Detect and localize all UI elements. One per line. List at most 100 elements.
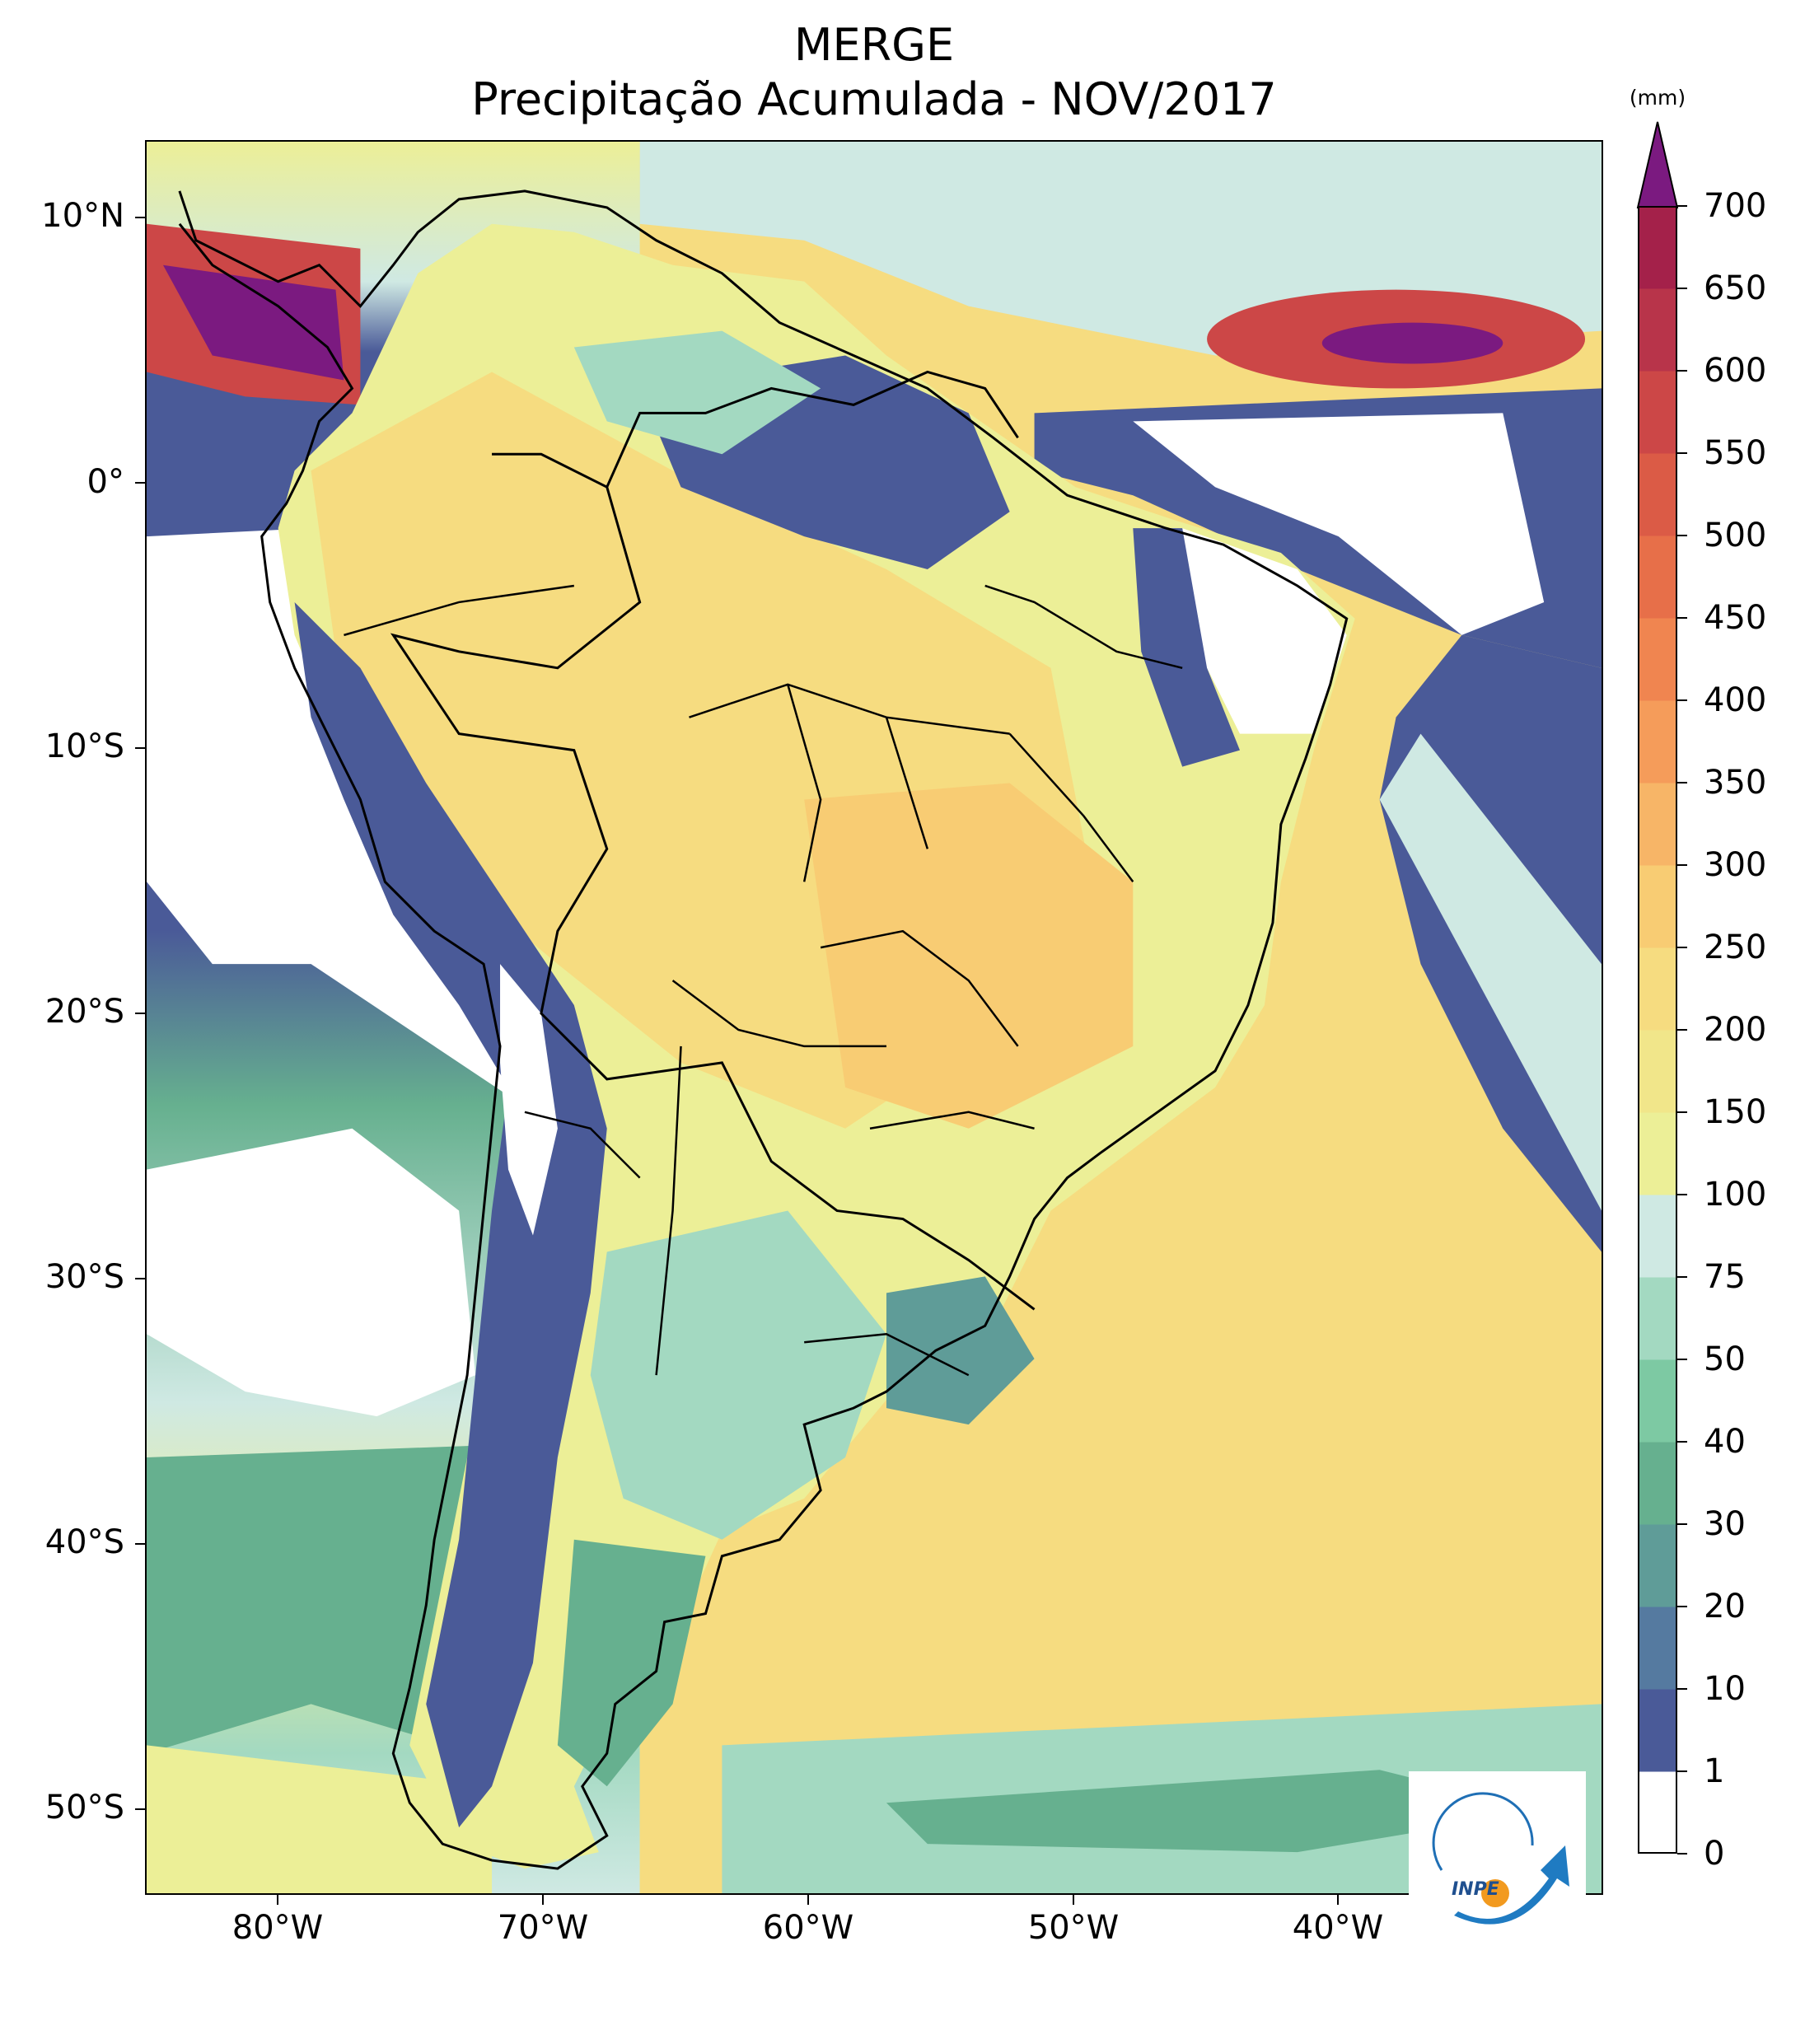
- lat-tick-label: 0°: [87, 463, 124, 501]
- colorbar-segment: [1638, 1607, 1677, 1690]
- colorbar-segment: [1638, 206, 1677, 289]
- central-brazil-wet: [804, 783, 1134, 1129]
- colorbar-segment: [1638, 1689, 1677, 1772]
- colorbar-segment: [1638, 371, 1677, 454]
- lat-tickmark: [135, 747, 145, 749]
- atacama-dry: [500, 964, 558, 1236]
- colorbar-segment: [1638, 947, 1677, 1031]
- colorbar-segment: [1638, 1112, 1677, 1195]
- colorbar-segment: [1638, 288, 1677, 372]
- colorbar-tick-label: 75: [1704, 1258, 1746, 1296]
- colombia-rain-core: [162, 264, 344, 381]
- colorbar-tick-label: 150: [1704, 1093, 1767, 1131]
- lat-tickmark: [135, 1013, 145, 1014]
- colorbar-tickmark: [1677, 288, 1687, 289]
- colorbar-tickmark: [1677, 864, 1687, 866]
- lat-tick-label: 30°S: [44, 1258, 124, 1296]
- colorbar-unit: (mm): [1629, 86, 1686, 110]
- andes-dry-band: [294, 601, 607, 1828]
- colorbar-tickmark: [1677, 699, 1687, 701]
- colorbar-tickmark: [1677, 1523, 1687, 1525]
- map-canvas: [147, 142, 1602, 1893]
- colorbar-tick-label: 250: [1704, 928, 1767, 966]
- colorbar-tick-label: 500: [1704, 517, 1767, 554]
- lat-tick-label: 50°S: [44, 1789, 124, 1827]
- colorbar-tick-label: 20: [1704, 1588, 1746, 1625]
- lon-tick-label: 80°W: [231, 1909, 324, 1947]
- uruguay-region: [886, 1276, 1035, 1425]
- inpe-logo: INPE: [1409, 1771, 1586, 1944]
- colorbar-segment: [1638, 1524, 1677, 1607]
- colorbar-tick-label: 550: [1704, 434, 1767, 472]
- lon-tickmark: [1337, 1895, 1339, 1905]
- colorbar-extend-arrow: [1636, 121, 1679, 208]
- colorbar-segment: [1638, 453, 1677, 536]
- colorbar-border: [1638, 206, 1677, 1854]
- logo-text: INPE: [1452, 1879, 1499, 1900]
- internal-borders: [344, 584, 1183, 1377]
- colorbar-tick-label: 0: [1704, 1835, 1725, 1873]
- colorbar-segment: [1638, 536, 1677, 619]
- colorbar-tickmark: [1677, 1111, 1687, 1113]
- colorbar-tick-label: 100: [1704, 1176, 1767, 1214]
- atlantic-rain-cell-core: [1321, 322, 1503, 364]
- atlantic-light-band: [1379, 733, 1602, 1211]
- colorbar-tick-label: 350: [1704, 764, 1767, 802]
- precipitation-map: [145, 140, 1603, 1895]
- lat-tickmark: [135, 217, 145, 218]
- colorbar-tickmark: [1677, 535, 1687, 536]
- lon-tick-label: 60°W: [762, 1909, 854, 1947]
- lon-tickmark: [1073, 1895, 1074, 1905]
- lat-tick-label: 40°S: [44, 1523, 124, 1561]
- inpe-logo-graphic: INPE: [1432, 1792, 1569, 1925]
- pacific-far-south: [147, 1745, 493, 1893]
- lon-tickmark: [277, 1895, 278, 1905]
- colorbar-tick-label: 400: [1704, 681, 1767, 719]
- lat-tick-label: 10°S: [44, 727, 124, 765]
- lat-tickmark: [135, 1278, 145, 1279]
- title-line-2: Precipitação Acumulada - NOV/2017: [471, 73, 1277, 125]
- atlantic-dry-patches: [1133, 413, 1545, 635]
- colorbar-tickmark: [1677, 205, 1687, 207]
- colorbar-segment: [1638, 1277, 1677, 1360]
- map-title: MERGE Precipitação Acumulada - NOV/2017: [145, 18, 1603, 127]
- colorbar-tickmark: [1677, 452, 1687, 454]
- colorbar-tickmark: [1677, 1194, 1687, 1195]
- colorbar-tickmark: [1677, 1441, 1687, 1443]
- colorbar: [1638, 206, 1677, 1855]
- colorbar-tickmark: [1677, 1276, 1687, 1278]
- title-line-1: MERGE: [793, 19, 955, 71]
- northeast-brazil-dry-edge: [1133, 528, 1240, 767]
- colorbar-tick-label: 50: [1704, 1340, 1746, 1378]
- northeast-brazil-dry: [1182, 528, 1347, 734]
- colorbar-tickmark: [1677, 1606, 1687, 1607]
- colorbar-segment: [1638, 1030, 1677, 1113]
- lat-tickmark: [135, 1808, 145, 1810]
- colorbar-tickmark: [1677, 1853, 1687, 1855]
- lon-tick-label: 50°W: [1027, 1909, 1120, 1947]
- colorbar-tick-label: 600: [1704, 352, 1767, 390]
- colorbar-tick-label: 40: [1704, 1423, 1746, 1461]
- colorbar-tickmark: [1677, 1688, 1687, 1690]
- lat-tick-label: 10°N: [41, 197, 124, 235]
- colorbar-segments: [1638, 206, 1677, 1855]
- lat-tickmark: [135, 1543, 145, 1545]
- lon-tickmark: [807, 1895, 809, 1905]
- colorbar-tickmark: [1677, 370, 1687, 372]
- colorbar-tick-label: 450: [1704, 599, 1767, 637]
- colorbar-tickmark: [1677, 1359, 1687, 1360]
- lat-tick-label: 20°S: [44, 993, 124, 1031]
- colorbar-tick-label: 1: [1704, 1752, 1725, 1790]
- lat-tickmark: [135, 482, 145, 484]
- colorbar-segment: [1638, 1359, 1677, 1443]
- colorbar-tickmark: [1677, 617, 1687, 619]
- colorbar-tick-label: 650: [1704, 269, 1767, 307]
- colorbar-segment: [1638, 618, 1677, 701]
- colorbar-segment: [1638, 1442, 1677, 1525]
- atlantic-south-dark-band: [886, 1770, 1545, 1853]
- colorbar-segment: [1638, 700, 1677, 783]
- brazil-border: [390, 370, 1036, 1311]
- colorbar-tickmark: [1677, 1770, 1687, 1772]
- colorbar-tick-label: 700: [1704, 187, 1767, 225]
- colorbar-tick-label: 10: [1704, 1670, 1746, 1708]
